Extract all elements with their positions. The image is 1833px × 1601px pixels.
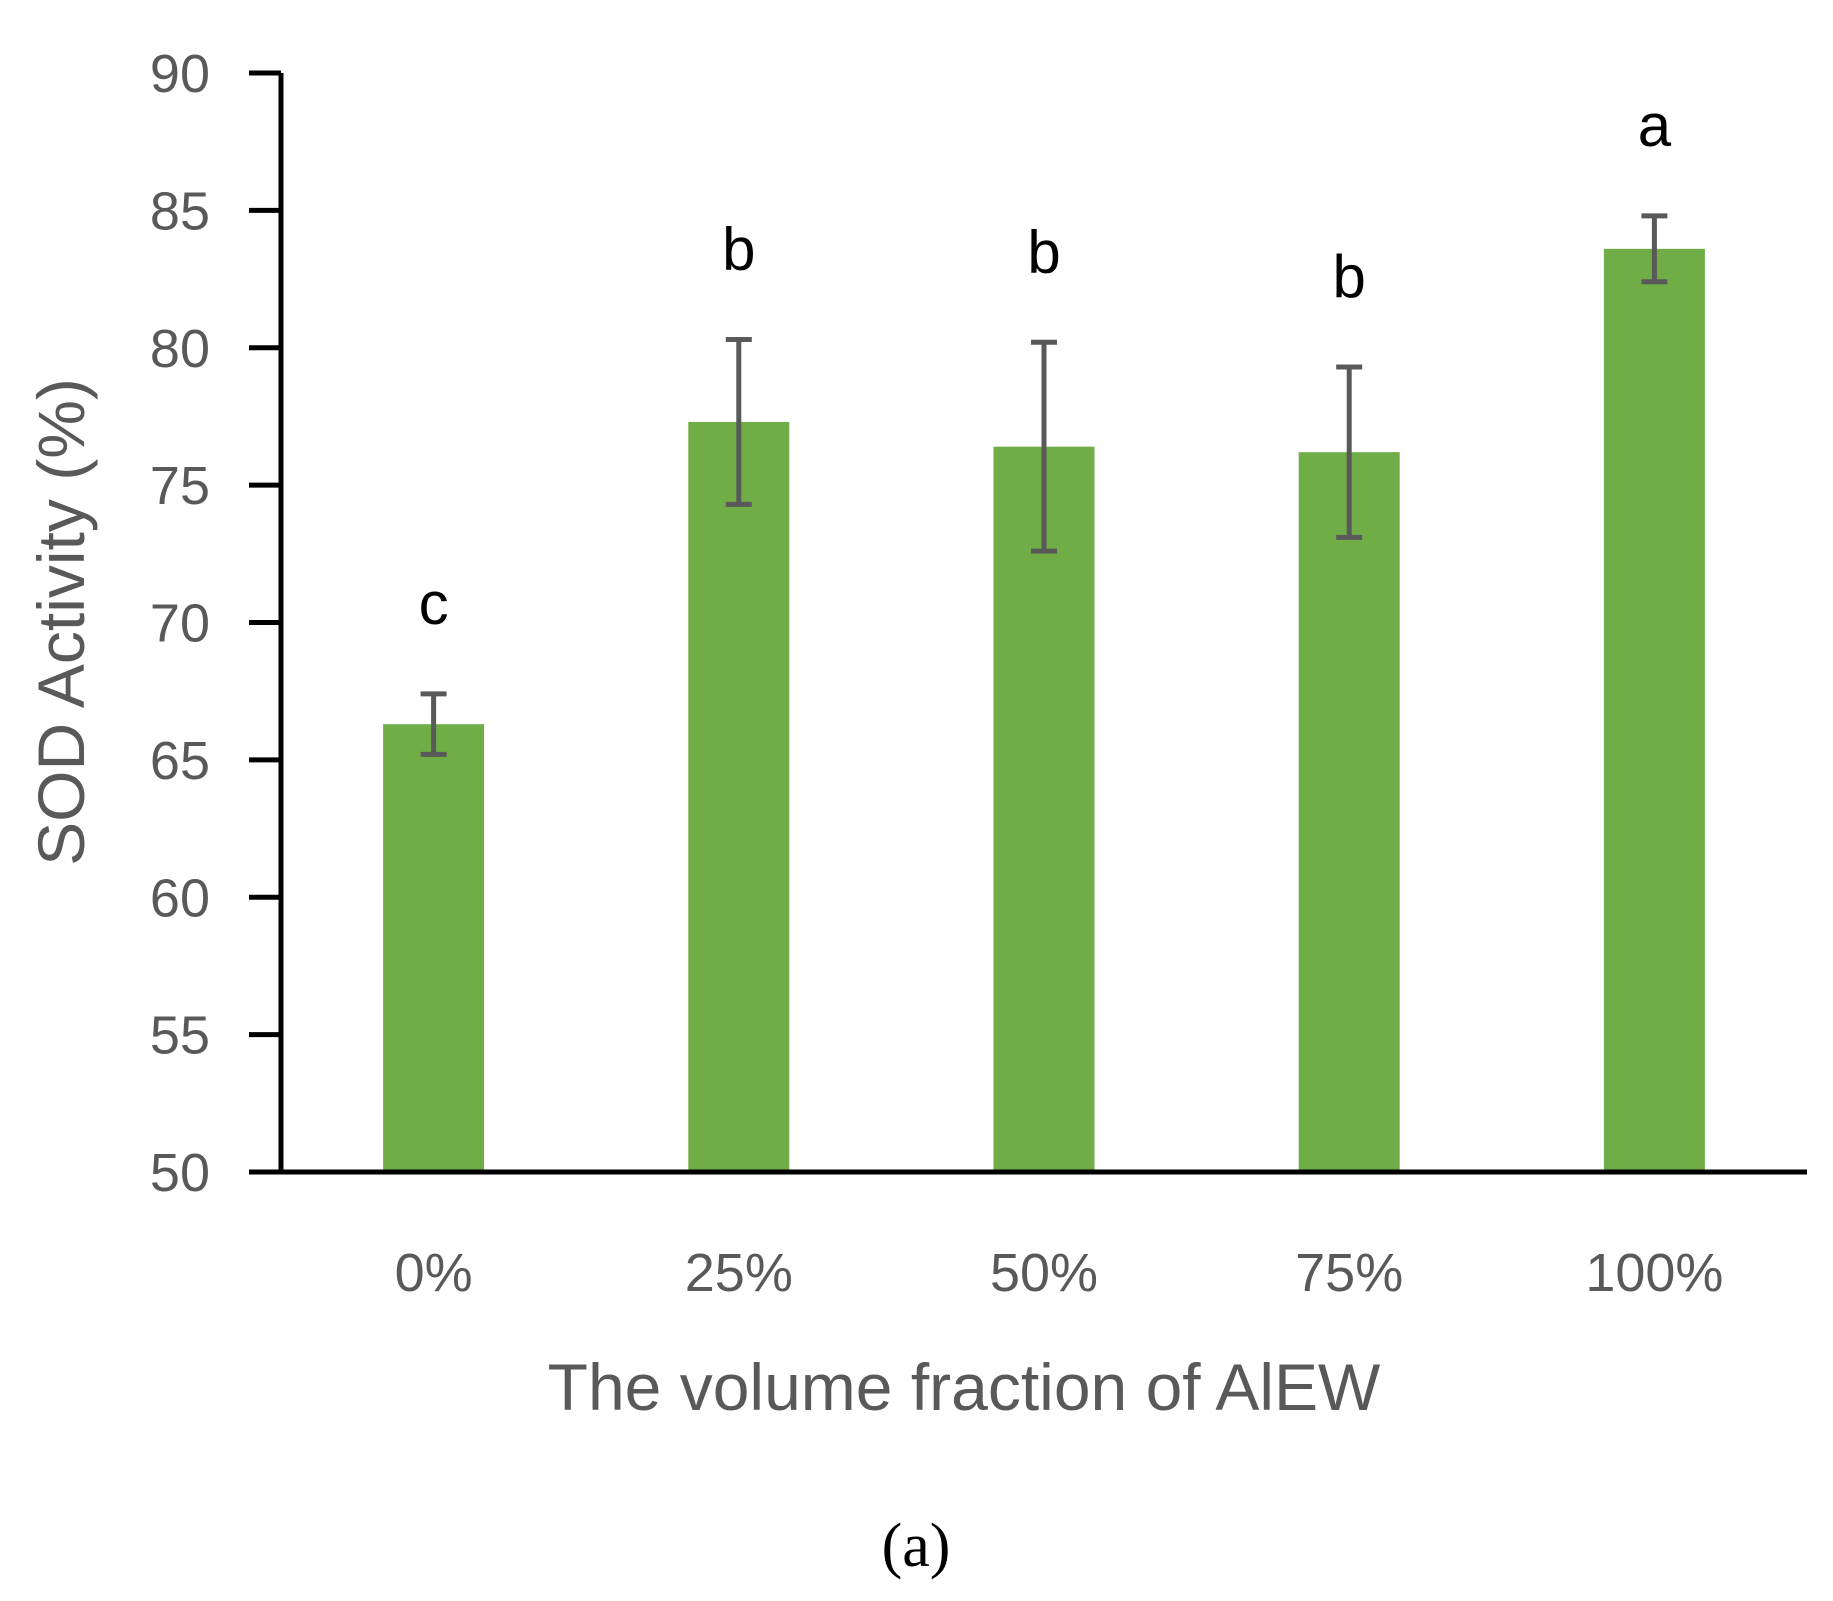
bar-0%: [383, 724, 485, 1172]
x-tick-label: 50%: [990, 1243, 1098, 1303]
error-bar-25%: [725, 337, 752, 507]
y-tick-label: 90: [150, 44, 210, 104]
x-axis-title: The volume fraction of AlEW: [548, 1350, 1381, 1424]
x-tick-label: 100%: [1585, 1243, 1723, 1303]
bar-100%: [1603, 248, 1705, 1173]
bar-75%: [1298, 452, 1400, 1172]
x-ticks-layer: 0% 25% 50% 75% 100%: [395, 1243, 1724, 1303]
y-axis-title: SOD Activity (%): [24, 378, 98, 866]
significance-label-50%: b: [1027, 218, 1060, 285]
significance-label-0%: c: [419, 570, 449, 637]
y-tick-label: 60: [150, 868, 210, 928]
significance-labels-layer: c b b b a: [419, 92, 1672, 637]
significance-label-25%: b: [722, 216, 755, 283]
error-bar-0%: [420, 691, 447, 757]
y-tick-label: 70: [150, 594, 210, 654]
x-tick-label: 25%: [685, 1243, 793, 1303]
y-tick-label: 80: [150, 319, 210, 379]
bar-50%: [993, 446, 1095, 1172]
significance-label-75%: b: [1333, 243, 1366, 310]
x-tick-label: 75%: [1295, 1243, 1403, 1303]
y-tick-label: 50: [150, 1143, 210, 1203]
bars-layer: [383, 248, 1705, 1173]
error-bar-50%: [1031, 339, 1057, 554]
error-bars-layer: [420, 213, 1668, 757]
error-bar-100%: [1641, 213, 1668, 285]
y-tick-label: 55: [150, 1006, 210, 1066]
error-bar-75%: [1336, 364, 1363, 540]
panel-label: (a): [882, 1512, 951, 1580]
y-ticks-layer: 50 55 60 65 70 75 80 85 90: [150, 44, 281, 1203]
bar-25%: [688, 421, 790, 1172]
significance-label-100%: a: [1638, 92, 1672, 159]
y-tick-label: 85: [150, 181, 210, 241]
x-tick-label: 0%: [395, 1243, 473, 1303]
y-tick-label: 75: [150, 456, 210, 516]
y-tick-label: 65: [150, 731, 210, 791]
